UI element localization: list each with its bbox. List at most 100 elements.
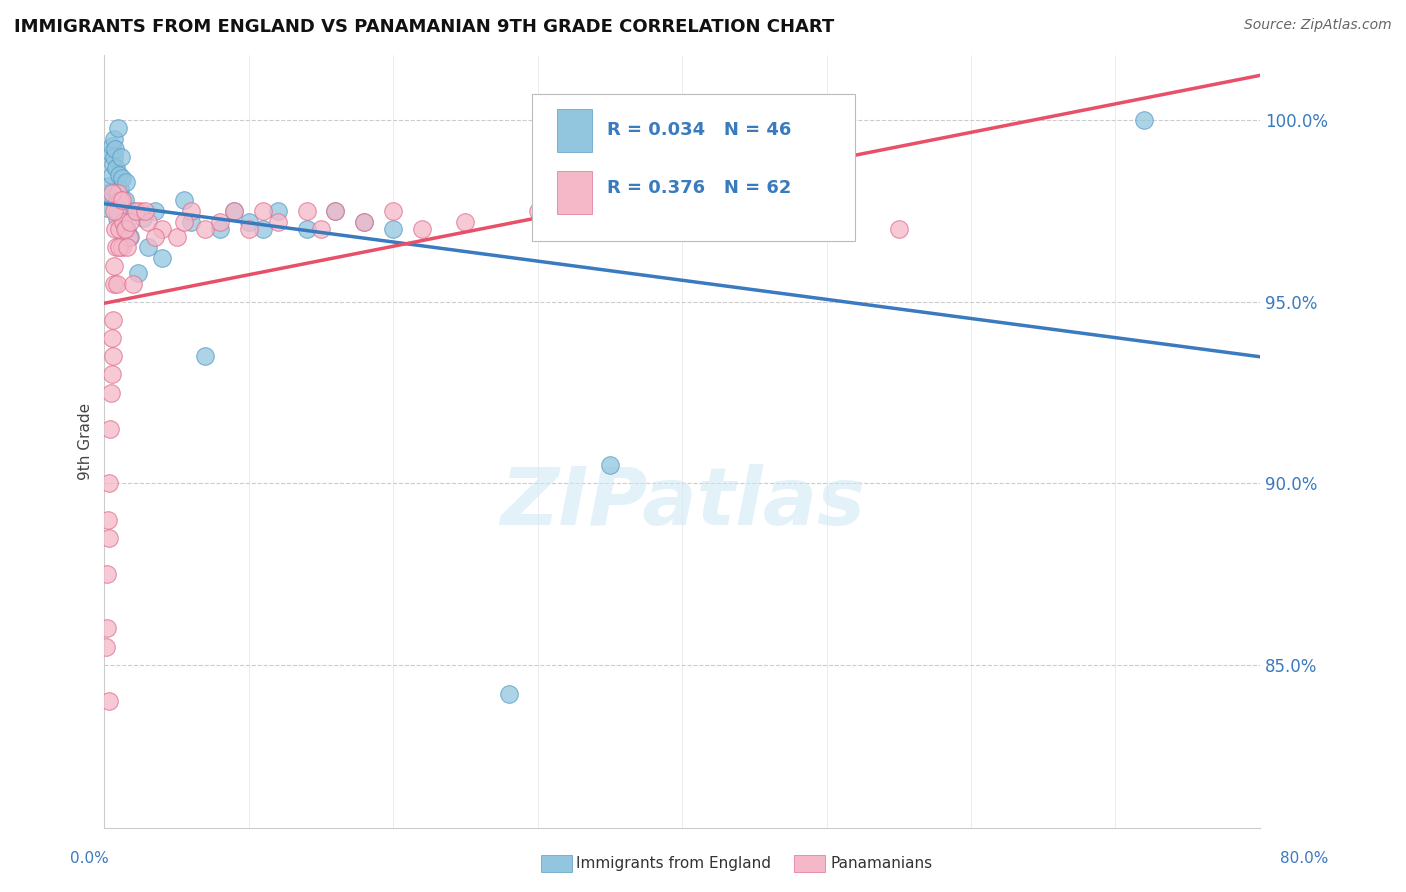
Point	[252, 204, 274, 219]
Point	[224, 204, 246, 219]
Point	[101, 313, 124, 327]
Point	[104, 161, 127, 175]
Point	[194, 349, 217, 363]
Point	[136, 215, 159, 229]
Point	[208, 222, 231, 236]
Point	[150, 252, 173, 266]
Point	[111, 171, 134, 186]
Point	[117, 222, 139, 236]
Point	[120, 229, 142, 244]
Point	[104, 143, 127, 157]
Point	[111, 194, 134, 208]
Point	[744, 204, 766, 219]
Point	[110, 194, 132, 208]
Point	[173, 194, 195, 208]
Point	[143, 229, 166, 244]
Point	[671, 215, 693, 229]
Text: Source: ZipAtlas.com: Source: ZipAtlas.com	[1244, 18, 1392, 32]
Text: R = 0.034   N = 46: R = 0.034 N = 46	[607, 120, 792, 139]
FancyBboxPatch shape	[557, 109, 592, 152]
Point	[309, 222, 332, 236]
FancyBboxPatch shape	[531, 94, 855, 241]
Point	[101, 157, 124, 171]
Point	[97, 186, 120, 200]
Point	[96, 621, 118, 635]
Point	[382, 222, 405, 236]
Point	[115, 175, 138, 189]
Point	[103, 259, 125, 273]
Point	[101, 349, 124, 363]
FancyBboxPatch shape	[557, 171, 592, 213]
Point	[887, 222, 910, 236]
Point	[111, 240, 134, 254]
Point	[238, 222, 260, 236]
Point	[105, 277, 128, 291]
Point	[112, 215, 135, 229]
Point	[100, 385, 122, 400]
Point	[104, 222, 127, 236]
Point	[411, 222, 433, 236]
Point	[100, 186, 122, 200]
Text: Panamanians: Panamanians	[831, 856, 934, 871]
Point	[382, 204, 405, 219]
Text: 0.0%: 0.0%	[70, 851, 110, 865]
Point	[208, 215, 231, 229]
Text: Immigrants from England: Immigrants from England	[576, 856, 772, 871]
Point	[105, 211, 128, 226]
Point	[100, 168, 122, 182]
Point	[180, 215, 202, 229]
Point	[224, 204, 246, 219]
Point	[134, 204, 156, 219]
Point	[100, 146, 122, 161]
Point	[112, 215, 135, 229]
Point	[97, 531, 120, 545]
Point	[129, 204, 152, 219]
Point	[98, 178, 121, 193]
Point	[110, 182, 132, 196]
Point	[122, 204, 145, 219]
Text: IMMIGRANTS FROM ENGLAND VS PANAMANIAN 9TH GRADE CORRELATION CHART: IMMIGRANTS FROM ENGLAND VS PANAMANIAN 9T…	[14, 18, 834, 36]
Point	[526, 204, 548, 219]
Point	[267, 215, 290, 229]
Point	[103, 150, 125, 164]
Y-axis label: 9th Grade: 9th Grade	[79, 403, 93, 480]
Point	[103, 131, 125, 145]
Point	[108, 222, 131, 236]
Point	[252, 222, 274, 236]
Point	[94, 640, 117, 654]
Point	[110, 150, 132, 164]
Point	[100, 368, 122, 382]
Point	[104, 240, 127, 254]
Point	[173, 215, 195, 229]
Point	[599, 204, 621, 219]
Point	[114, 194, 136, 208]
Point	[105, 204, 128, 219]
Point	[180, 204, 202, 219]
Point	[166, 229, 188, 244]
Point	[108, 240, 131, 254]
Point	[107, 120, 129, 135]
Point	[96, 201, 118, 215]
Point	[454, 215, 477, 229]
Point	[267, 204, 290, 219]
Text: R = 0.376   N = 62: R = 0.376 N = 62	[607, 178, 792, 197]
Point	[97, 512, 120, 526]
Point	[103, 277, 125, 291]
Point	[238, 215, 260, 229]
Point	[353, 215, 375, 229]
Point	[815, 204, 838, 219]
Point	[295, 222, 318, 236]
Point	[120, 215, 142, 229]
Point	[1133, 113, 1156, 128]
Point	[295, 204, 318, 219]
Point	[132, 211, 155, 226]
Point	[143, 204, 166, 219]
Point	[96, 566, 118, 581]
Point	[325, 204, 347, 219]
Point	[136, 240, 159, 254]
Point	[353, 215, 375, 229]
Point	[599, 458, 621, 472]
Point	[122, 277, 145, 291]
Point	[108, 168, 131, 182]
Point	[325, 204, 347, 219]
